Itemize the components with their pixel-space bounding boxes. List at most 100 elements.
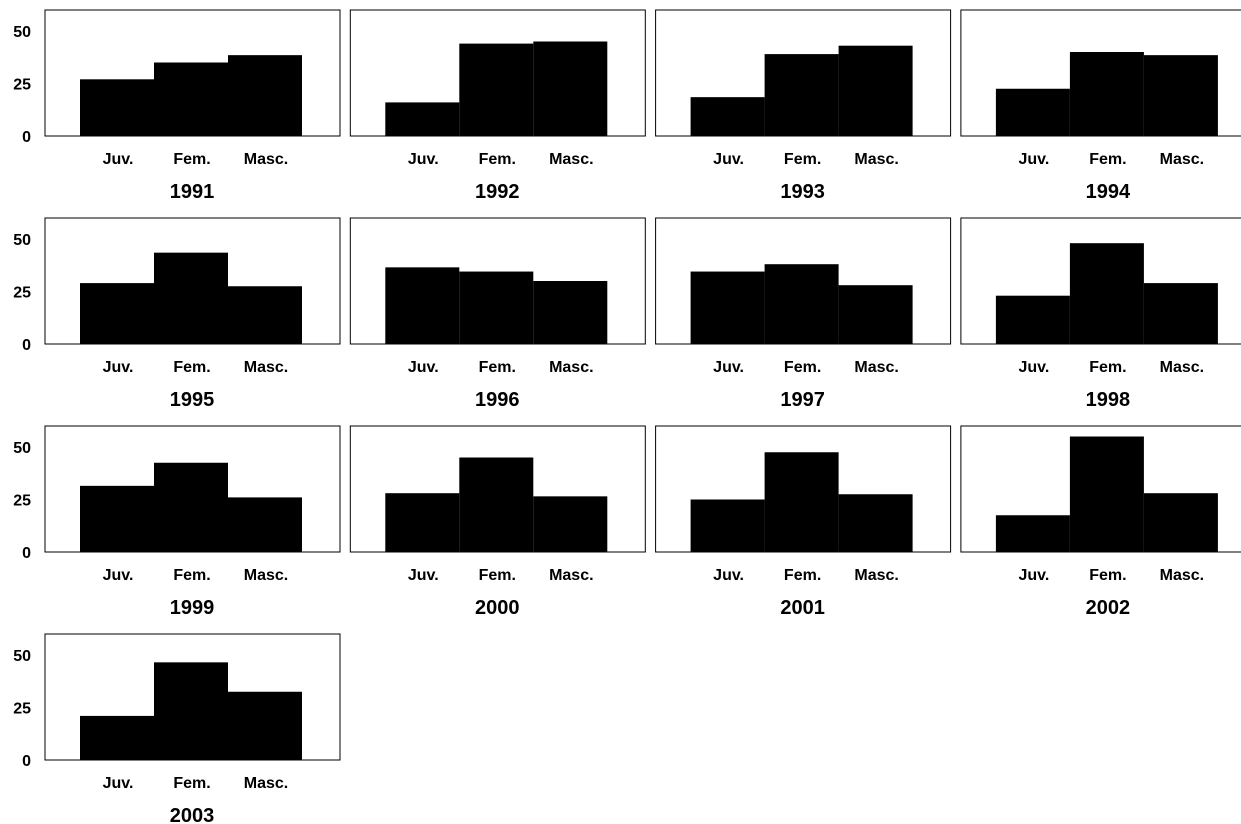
bar-1991-masc <box>228 55 302 136</box>
bar-1992-juv <box>385 102 460 136</box>
bar-1998-juv <box>995 295 1070 344</box>
x-category-label: Fem. <box>1089 151 1126 168</box>
panel-1995: 0 25 50 Juv. Fem. Masc. 1995 <box>13 217 341 411</box>
plot-frame <box>44 217 341 345</box>
bar-1992-fem <box>459 43 534 136</box>
x-category-label: Juv. <box>103 359 134 376</box>
x-category-label: Juv. <box>408 359 439 376</box>
bar-2003-fem <box>154 662 228 760</box>
bar-1994-fem <box>1069 52 1144 136</box>
y-tick-label: 25 <box>13 701 31 718</box>
bar-1991-juv <box>80 79 154 136</box>
plot-frame <box>960 425 1241 553</box>
bar-1996-juv <box>385 267 460 344</box>
plot-frame <box>44 9 341 137</box>
bar-1993-juv <box>690 97 765 136</box>
panel-2002: Juv. Fem. Masc. 2002 <box>960 425 1241 619</box>
x-category-label: Masc. <box>244 359 288 376</box>
bar-1999-juv <box>80 485 154 552</box>
bar-1991-fem <box>154 62 228 136</box>
bar-1995-masc <box>228 286 302 344</box>
panel-2003: 0 25 50 Juv. Fem. Masc. 2003 <box>13 633 341 824</box>
bar-1993-masc <box>838 45 913 137</box>
x-category-label: Masc. <box>1160 151 1204 168</box>
bar-1997-fem <box>764 264 839 344</box>
x-category-label: Masc. <box>854 359 898 376</box>
y-tick-label: 50 <box>13 440 31 457</box>
panel-title: 2000 <box>475 597 520 619</box>
x-category-label: Masc. <box>854 567 898 584</box>
bar-2001-masc <box>838 494 913 552</box>
x-category-label: Juv. <box>103 151 134 168</box>
y-tick-label: 50 <box>13 648 31 665</box>
x-category-label: Masc. <box>549 567 593 584</box>
x-category-label: Masc. <box>549 151 593 168</box>
panel-title: 1991 <box>170 181 215 203</box>
bar-1999-fem <box>154 462 228 552</box>
bar-1998-fem <box>1069 243 1144 344</box>
x-category-label: Masc. <box>244 775 288 792</box>
y-tick-label: 25 <box>13 285 31 302</box>
x-category-label: Fem. <box>479 567 516 584</box>
plot-frame <box>44 633 341 761</box>
x-category-label: Fem. <box>784 151 821 168</box>
bar-2002-masc <box>1143 493 1218 552</box>
plot-frame <box>44 425 341 553</box>
panel-title: 1997 <box>780 389 825 411</box>
plot-frame <box>349 425 646 553</box>
panel-title: 1998 <box>1086 389 1131 411</box>
bar-1995-juv <box>80 283 154 344</box>
x-category-label: Fem. <box>173 567 210 584</box>
bar-2000-masc <box>533 496 608 552</box>
panel-1991: 0 25 50 Juv. Fem. Masc. 1991 <box>13 9 341 203</box>
x-category-label: Fem. <box>173 151 210 168</box>
panel-title: 2002 <box>1086 597 1131 619</box>
y-tick-label: 25 <box>13 77 31 94</box>
bar-1997-juv <box>690 271 765 344</box>
x-category-label: Juv. <box>103 775 134 792</box>
bar-2002-juv <box>995 515 1070 552</box>
x-category-label: Fem. <box>173 359 210 376</box>
bar-1996-fem <box>459 271 534 344</box>
bar-2002-fem <box>1069 436 1144 552</box>
bar-1995-fem <box>154 252 228 344</box>
bar-2001-juv <box>690 499 765 552</box>
bar-1992-masc <box>533 41 608 136</box>
bar-1993-fem <box>764 54 839 136</box>
panel-1997: Juv. Fem. Masc. 1997 <box>655 217 952 411</box>
y-tick-label: 0 <box>22 545 31 562</box>
x-category-label: Masc. <box>244 151 288 168</box>
plot-frame <box>655 425 952 553</box>
bar-2000-juv <box>385 493 460 552</box>
plot-frame <box>349 9 646 137</box>
panel-1994: Juv. Fem. Masc. 1994 <box>960 9 1241 203</box>
panel-1999: 0 25 50 Juv. Fem. Masc. 1999 <box>13 425 341 619</box>
x-category-label: Masc. <box>1160 359 1204 376</box>
x-category-label: Fem. <box>784 567 821 584</box>
x-category-label: Juv. <box>713 151 744 168</box>
panel-1996: Juv. Fem. Masc. 1996 <box>349 217 646 411</box>
x-category-label: Juv. <box>713 567 744 584</box>
bar-2000-fem <box>459 457 534 552</box>
panel-title: 1992 <box>475 181 520 203</box>
panel-title: 2003 <box>170 805 215 824</box>
bar-2003-juv <box>80 715 154 760</box>
bar-2003-masc <box>228 691 302 760</box>
x-category-label: Fem. <box>173 775 210 792</box>
plot-frame <box>655 217 952 345</box>
x-category-label: Juv. <box>103 567 134 584</box>
bar-1996-masc <box>533 281 608 344</box>
panel-title: 1996 <box>475 389 520 411</box>
panel-1992: Juv. Fem. Masc. 1992 <box>349 9 646 203</box>
y-tick-label: 0 <box>22 337 31 354</box>
y-tick-label: 0 <box>22 129 31 146</box>
x-category-label: Fem. <box>479 151 516 168</box>
plot-frame <box>655 9 952 137</box>
x-category-label: Fem. <box>479 359 516 376</box>
x-category-label: Juv. <box>713 359 744 376</box>
x-category-label: Fem. <box>1089 359 1126 376</box>
x-category-label: Juv. <box>1018 151 1049 168</box>
panel-title: 1999 <box>170 597 215 619</box>
panel-2000: Juv. Fem. Masc. 2000 <box>349 425 646 619</box>
panel-1993: Juv. Fem. Masc. 1993 <box>655 9 952 203</box>
